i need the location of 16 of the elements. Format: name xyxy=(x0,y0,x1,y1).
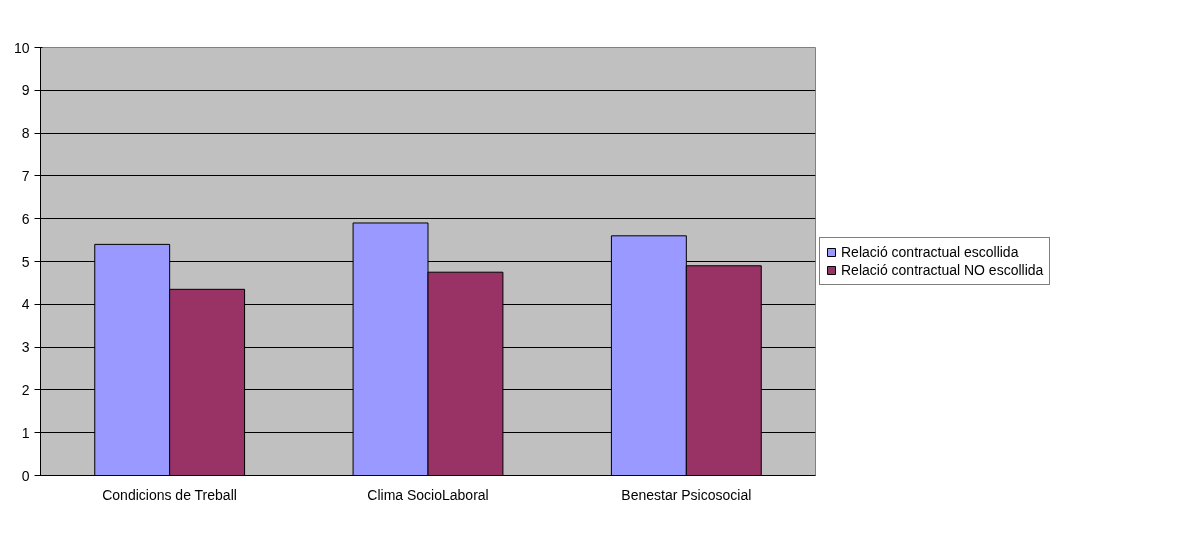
y-tick-label: 1 xyxy=(21,424,30,441)
x-tick-label: Clima SocioLaboral xyxy=(367,486,489,503)
legend-label: Relació contractual NO escollida xyxy=(841,262,1044,278)
y-tick-label: 10 xyxy=(13,39,30,56)
y-tick-label: 0 xyxy=(21,467,30,484)
y-tick-label: 2 xyxy=(21,381,30,398)
y-tick-label: 4 xyxy=(21,296,30,313)
x-tick-label: Condicions de Treball xyxy=(102,486,237,503)
y-tick-label: 7 xyxy=(21,167,30,184)
y-tick-label: 3 xyxy=(21,339,30,356)
legend-label: Relació contractual escollida xyxy=(841,244,1019,260)
y-tick-label: 8 xyxy=(21,125,30,142)
y-tick-label: 5 xyxy=(21,253,30,270)
x-tick-label: Benestar Psicosocial xyxy=(621,486,752,503)
y-tick-label: 6 xyxy=(21,210,30,227)
y-tick-label: 9 xyxy=(21,82,30,99)
